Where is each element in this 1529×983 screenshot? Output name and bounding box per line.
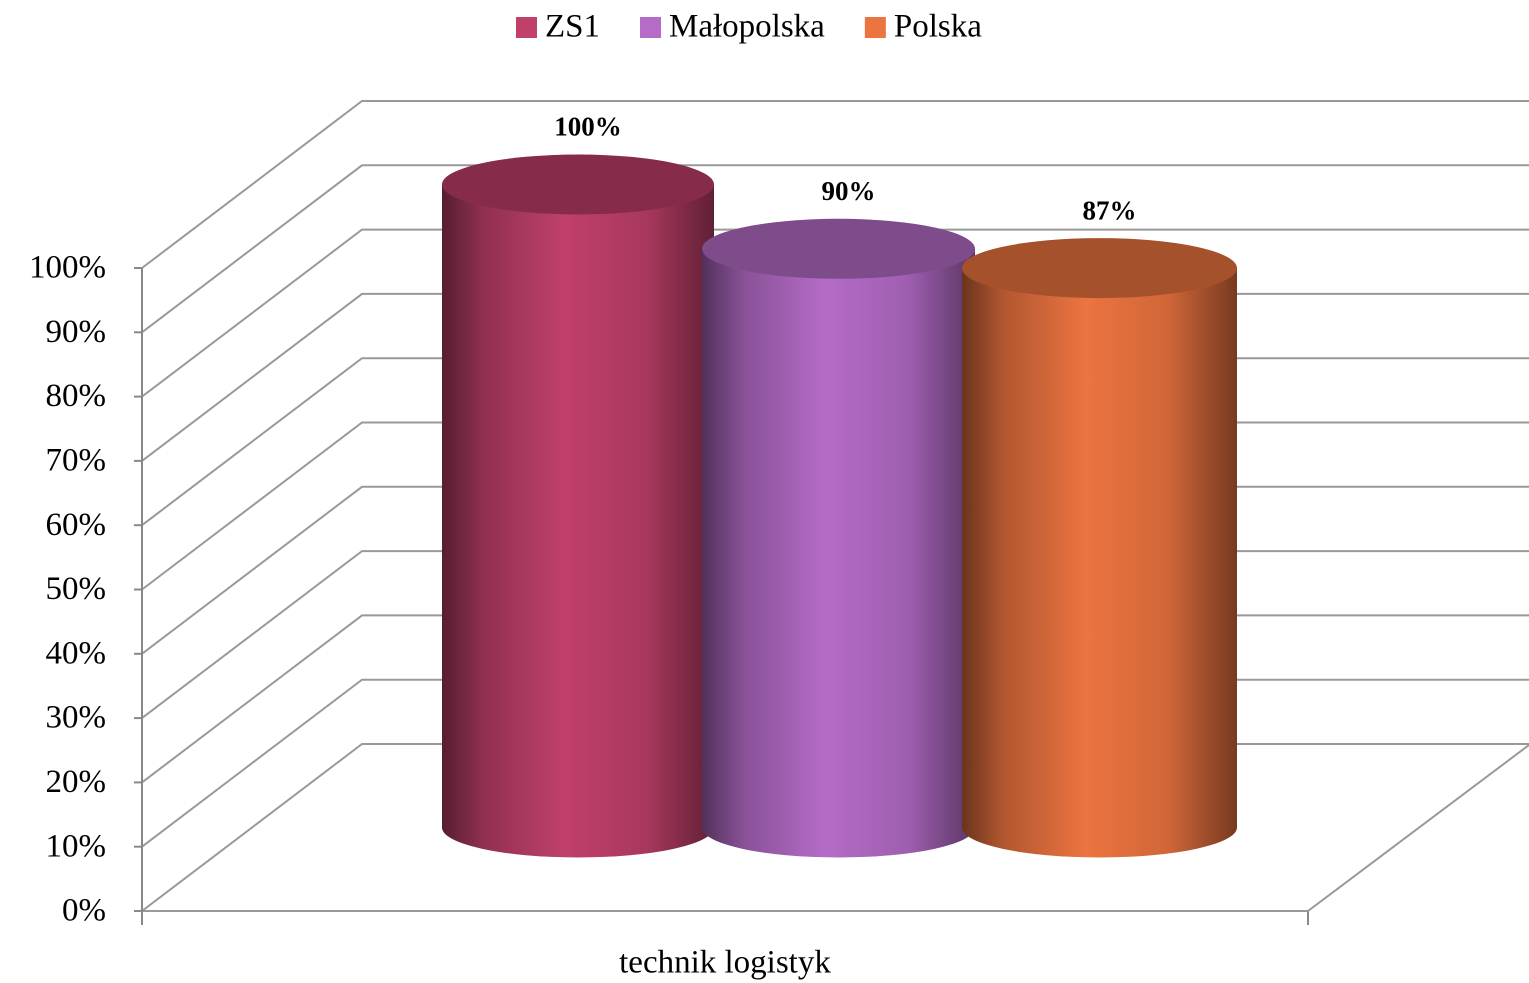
legend-swatch [864,17,886,38]
floor-edge [1307,744,1529,912]
x-tick-label: technik logistyk [619,945,831,981]
cylinder-top-shade [962,238,1237,299]
cylinder-top [442,154,714,215]
y-tick-label: 20% [46,764,107,800]
data-label: 90% [822,176,876,206]
y-tick-label: 60% [46,507,107,543]
y-tick-label: 80% [46,378,107,414]
cylinder [702,248,975,858]
y-tick-label: 10% [46,828,107,864]
y-tick-label: 50% [46,571,107,607]
y-tick-label: 100% [29,250,106,286]
cylinder-top-shade [702,218,975,279]
y-tick-label: 90% [46,314,107,350]
legend-label: Małopolska [669,9,825,45]
legend-label: ZS1 [545,9,600,45]
y-tick-label: 30% [46,700,107,736]
y-tick-label: 40% [46,635,107,671]
cylinder-top-shade [442,154,714,215]
cylinder [442,184,714,858]
legend-swatch [640,17,662,38]
y-tick-label: 70% [46,442,107,478]
data-label: 100% [554,112,622,142]
y-tick-label: 0% [62,893,106,929]
legend-swatch [516,17,537,38]
cylinder-top [702,218,975,279]
legend-label: Polska [894,9,982,45]
grid-line [141,228,1529,398]
cylinder-top [962,238,1237,299]
data-label: 87% [1083,195,1137,225]
cylinder [962,268,1237,858]
grid-line [141,100,1529,269]
grid-line [141,164,1529,334]
